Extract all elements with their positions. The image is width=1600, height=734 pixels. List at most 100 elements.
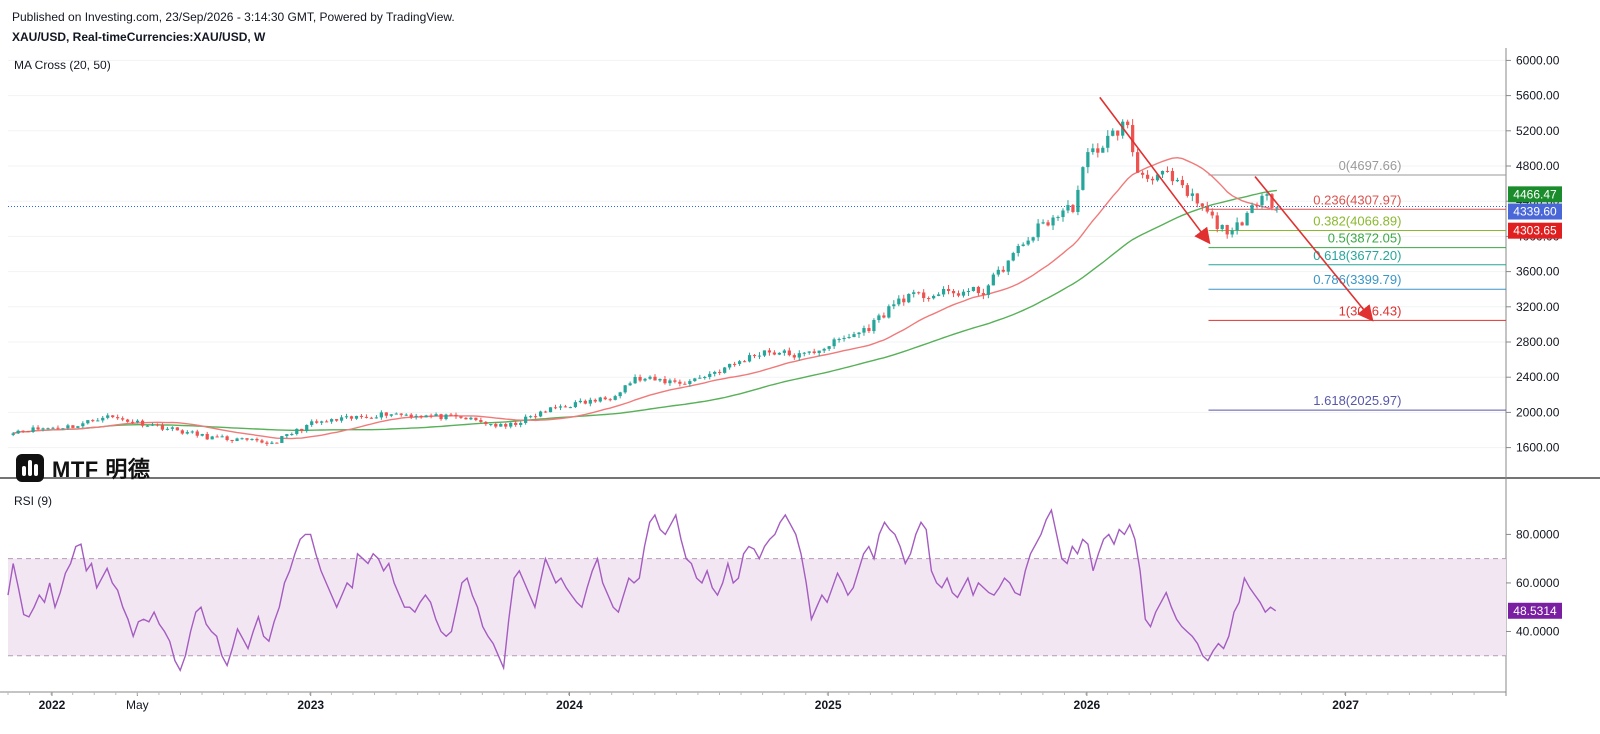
candle [514,420,518,427]
time-tick-label: 2022 [39,698,66,712]
candle [1036,219,1040,242]
candle-body [817,350,821,354]
candle [713,370,717,377]
candle-body [643,378,647,381]
candle [543,410,548,413]
candle [1101,145,1105,153]
candle [479,417,483,423]
candle [1016,243,1020,257]
candle-body [912,292,916,294]
price-tick-label: 2000.00 [1516,405,1560,419]
candle [842,335,846,342]
candle [424,414,428,418]
candle-body [1066,205,1070,211]
candle-body [384,412,388,416]
candle-body [16,430,20,434]
candle [210,435,214,440]
candle [1026,237,1030,246]
candle [832,337,836,349]
candle [608,398,612,402]
candle [568,406,573,409]
candle-body [946,289,951,291]
candle-body [409,414,413,418]
candle [618,391,622,399]
candle-body [568,407,573,409]
time-tick-label: 2024 [556,698,583,712]
candle-body [538,411,543,417]
candle [1250,202,1254,214]
candle [817,350,821,357]
candle [633,374,637,384]
candle-body [922,292,926,299]
candle [932,294,936,300]
candle-body [822,348,826,351]
candle-body [1270,194,1274,208]
candle-body [1136,152,1140,173]
candle [648,375,652,380]
candle [653,374,657,381]
candle [986,284,990,299]
candle-body [558,406,563,408]
candle-body [613,396,617,400]
candle [971,286,976,292]
candle [907,293,911,304]
candle-body [190,431,194,433]
candle [394,412,398,415]
candle-body [713,371,717,374]
candle [140,419,145,428]
candle-body [737,361,742,364]
candle-body [1220,225,1224,229]
fib-level-label: 0.5(3872.05) [1328,231,1402,246]
candle [235,437,239,442]
candle [1225,224,1229,239]
candle-body [160,424,165,430]
candle [558,404,563,411]
candle [121,416,125,422]
candle [698,374,702,379]
candle [175,427,179,431]
candle-body [787,350,791,356]
candle [538,410,543,418]
candle [742,360,747,363]
candle-body [56,427,60,429]
candle [116,414,120,420]
price-tick-label: 6000.00 [1516,53,1560,67]
candle-body [344,416,349,418]
candle [1245,211,1249,226]
candle-body [832,339,836,347]
candle-body [648,376,652,379]
candle-body [255,438,259,441]
price-label-box [1508,203,1562,220]
candle-body [270,442,274,444]
candle-body [588,399,592,404]
candle [135,419,140,424]
candle [130,419,135,424]
candle [767,348,772,356]
candle-body [543,411,548,413]
candle-body [419,415,423,418]
candle [981,288,985,300]
rsi-tick-label: 80.0000 [1516,527,1560,541]
candle-body [86,420,90,424]
candle [71,425,75,429]
candle [1096,143,1100,158]
candle [777,352,782,356]
candle-body [1265,194,1269,196]
candle [379,410,383,420]
candle-body [936,294,941,296]
candle-body [1205,206,1209,212]
candle-body [986,285,990,295]
candle [872,318,876,334]
candle-body [404,414,408,416]
candle [956,290,961,298]
candle-body [673,380,677,382]
candle-body [220,436,224,438]
candle-body [1185,185,1189,196]
candle-body [1106,135,1110,148]
candle-body [1150,178,1155,181]
candle [429,413,433,419]
candle [56,425,60,430]
candle [474,417,478,422]
candle-body [504,424,508,427]
